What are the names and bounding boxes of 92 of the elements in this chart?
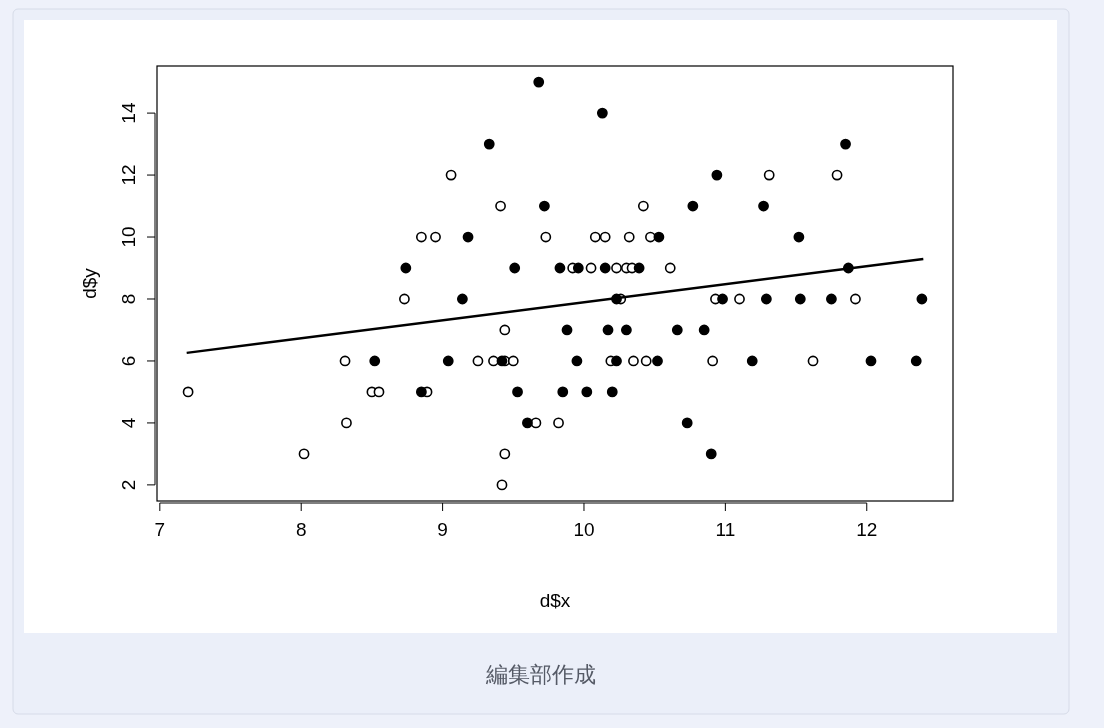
y-axis-title: d$y [79,267,100,299]
point [611,355,622,367]
point [512,386,523,398]
text: 編集部作成 [485,662,596,687]
point [561,324,573,336]
y-tick-label: 8 [118,293,139,305]
point [539,200,550,212]
point [711,169,723,181]
x-tick-label: 10 [573,519,595,540]
point [400,262,412,274]
point [671,324,683,336]
point [472,355,484,367]
point [557,386,569,398]
point [826,293,837,305]
x-tick-label: 9 [437,519,448,540]
point [763,169,775,181]
y-tick-label: 4 [118,417,139,429]
point [717,293,728,305]
point [910,355,922,367]
point [599,231,611,243]
y-tick-label: 12 [118,164,139,186]
point [633,262,645,274]
point [553,417,564,429]
point [339,355,351,367]
point [850,293,861,305]
point [415,231,427,243]
x-tick-label: 11 [715,519,736,540]
point [369,355,381,367]
point [705,448,717,460]
point [589,231,601,243]
point [734,293,745,305]
point [442,355,454,367]
point [495,200,506,212]
point [865,355,877,367]
point [681,417,693,429]
point [581,386,593,398]
point [707,355,719,367]
point [483,138,495,150]
point [758,200,769,212]
point [533,76,545,88]
point [628,355,639,367]
point [509,262,521,274]
point [430,231,441,243]
point [373,386,385,398]
point [698,324,710,336]
point [522,417,533,429]
point [652,355,663,367]
point [456,293,468,305]
x-tick-label: 8 [295,519,307,540]
point [554,262,566,274]
point [499,324,511,336]
point [462,231,474,243]
point [640,355,652,367]
y-tick-label: 10 [118,226,139,248]
point [793,231,805,243]
point [507,355,519,367]
point [611,262,622,274]
point [794,293,806,305]
point [445,169,457,181]
point [840,138,851,150]
point [298,448,310,460]
point [687,200,699,212]
point [585,262,597,274]
x-tick-label: 12 [856,519,878,540]
x-tick-label: 7 [154,519,166,540]
point [760,293,772,305]
point [637,200,649,212]
point [746,355,758,367]
point [602,324,614,336]
y-tick-label: 2 [118,479,139,491]
point [571,355,583,367]
point [572,262,584,274]
point [496,479,508,491]
point [399,293,410,305]
point [807,355,819,367]
point [415,386,427,398]
point [623,231,635,243]
point [182,386,194,398]
point [499,448,511,460]
point [599,262,611,274]
point [831,169,843,181]
y-tick-label: 14 [118,102,139,124]
point [341,417,352,429]
point [664,262,676,274]
point [653,231,665,243]
point [621,324,632,336]
x-axis-title: d$x [539,590,571,611]
y-tick-label: 6 [118,355,139,367]
point [916,293,928,305]
point [596,107,608,119]
point [606,386,618,398]
point [540,231,552,243]
